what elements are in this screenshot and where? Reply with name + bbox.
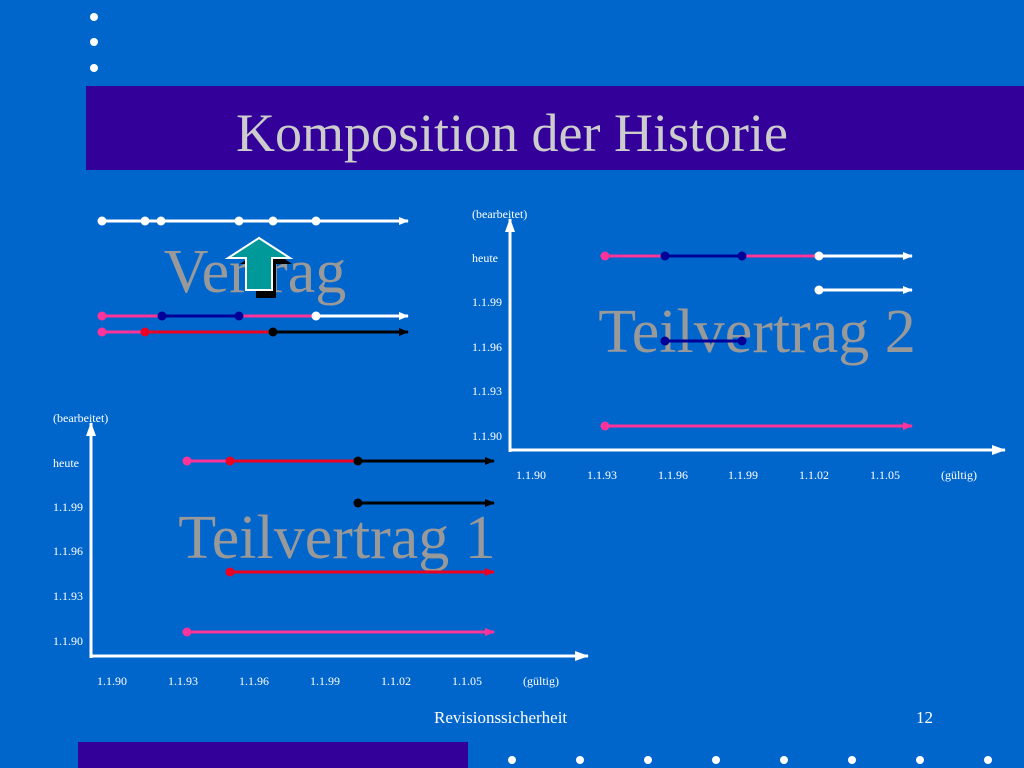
chart-left-y-label: 1.1.96 (53, 544, 83, 558)
chart-right-x-label: 1.1.93 (587, 468, 617, 482)
footer-bar (78, 742, 468, 768)
title-bar (86, 86, 1024, 170)
chart-left-x-label: 1.1.96 (239, 674, 269, 688)
chart-right-y-label: 1.1.90 (472, 429, 502, 443)
chart-left-watermark: Teilvertrag 1 (178, 504, 496, 572)
chart-left-series-1-1-99 (353, 498, 495, 508)
chart-left-x-title: (gültig) (523, 674, 559, 688)
chart-left-x-label: 1.1.90 (97, 674, 127, 688)
chart-right-series-1-1-96 (660, 336, 747, 346)
chart-right-y-label: 1.1.93 (472, 384, 502, 398)
chart-right-series-heute (600, 251, 913, 261)
chart-left-x-label: 1.1.93 (168, 674, 198, 688)
vertrag-line-3 (97, 327, 409, 337)
chart-right-x-title: (gültig) (941, 468, 977, 482)
chart-right-x-label: 1.1.02 (799, 468, 829, 482)
chart-left-y-label: 1.1.90 (53, 634, 83, 648)
vertrag-line-1 (97, 216, 409, 226)
chart-left: Teilvertrag 1 (bearbeitet) heute 1.1.99 … (53, 411, 589, 688)
chart-right-y-label: heute (472, 251, 498, 265)
chart-right-series-1-1-99 (814, 285, 913, 295)
chart-right-x-label: 1.1.96 (658, 468, 688, 482)
chart-right-x-label: 1.1.99 (728, 468, 758, 482)
chart-right-series-1-1-90 (600, 421, 913, 431)
chart-left-series-1-1-90 (182, 627, 495, 637)
chart-left-x-label: 1.1.02 (381, 674, 411, 688)
chart-left-y-label: 1.1.93 (53, 589, 83, 603)
chart-right-watermark: Teilvertrag 2 (598, 298, 916, 366)
decor-dots-left (90, 13, 98, 72)
chart-right-x-label: 1.1.05 (870, 468, 900, 482)
chart-left-x-label: 1.1.05 (452, 674, 482, 688)
chart-left-y-label: heute (53, 456, 79, 470)
chart-right-y-title: (bearbeitet) (472, 207, 527, 221)
chart-left-x-label: 1.1.99 (310, 674, 340, 688)
vertrag-line-2 (97, 311, 409, 321)
chart-right-y-label: 1.1.96 (472, 340, 502, 354)
chart-right-y-label: 1.1.99 (472, 295, 502, 309)
chart-left-y-title: (bearbeitet) (53, 411, 108, 425)
chart-left-series-heute (182, 456, 495, 466)
chart-left-y-label: 1.1.99 (53, 500, 83, 514)
chart-right: Teilvertrag 2 (bearbeitet) heute 1.1.99 … (472, 207, 1006, 482)
up-arrow-icon (224, 236, 294, 298)
chart-right-x-label: 1.1.90 (516, 468, 546, 482)
slide-title: Komposition der Historie (236, 103, 788, 163)
decor-dots-bottom (508, 756, 992, 764)
page-number: 12 (916, 708, 933, 727)
footer-title: Revisionssicherheit (434, 708, 568, 727)
chart-left-series-1-1-96 (225, 567, 495, 577)
